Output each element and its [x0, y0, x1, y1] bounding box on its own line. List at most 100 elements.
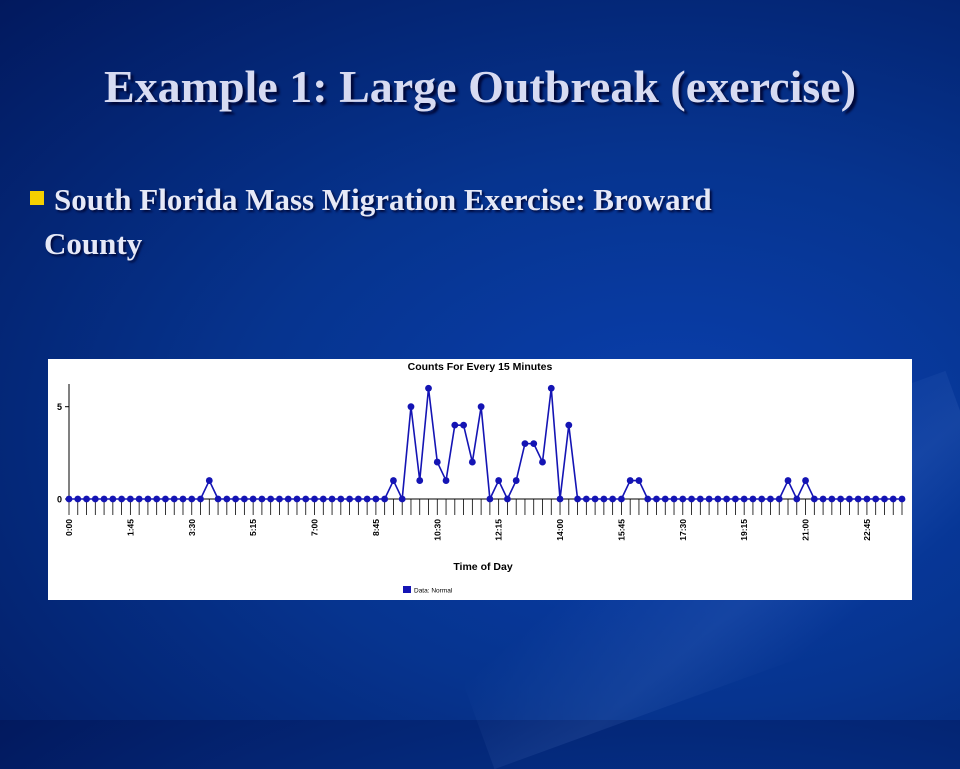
legend: Data: Normal	[403, 586, 453, 595]
data-point	[767, 495, 774, 503]
data-point	[618, 495, 625, 503]
data-point	[328, 495, 336, 503]
data-point	[898, 495, 906, 503]
bullet-square-icon	[30, 191, 44, 205]
data-point	[723, 495, 731, 503]
data-point	[863, 495, 871, 503]
legend-swatch	[403, 586, 411, 593]
x-tick-label: 1:45	[125, 519, 135, 536]
data-point	[197, 495, 204, 503]
data-point	[91, 495, 99, 503]
data-point	[135, 495, 143, 503]
data-point	[626, 477, 634, 484]
data-point	[749, 495, 757, 503]
data-point	[705, 495, 713, 503]
data-point	[144, 495, 152, 503]
data-point	[732, 495, 739, 503]
data-point	[881, 495, 888, 503]
data-point	[591, 495, 599, 503]
data-point	[661, 495, 669, 503]
data-point	[512, 477, 520, 484]
x-tick-label: 0:00	[64, 519, 74, 536]
y-tick-label: 5	[57, 402, 62, 412]
line-chart: Counts For Every 15 Minutes Time of Day …	[57, 361, 906, 595]
x-tick-label: 22:45	[862, 519, 872, 541]
data-point	[486, 495, 494, 503]
data-point	[670, 495, 678, 503]
data-point	[433, 458, 441, 466]
data-point	[793, 495, 801, 503]
data-point	[477, 403, 485, 411]
data-point	[407, 403, 415, 411]
data-point	[635, 477, 643, 484]
data-point	[319, 495, 327, 503]
data-point	[679, 495, 687, 503]
data-point	[600, 495, 608, 503]
data-point	[258, 495, 266, 503]
data-point	[425, 384, 432, 392]
y-tick-label: 0	[57, 495, 62, 505]
data-point	[223, 495, 231, 503]
data-point	[65, 495, 73, 503]
data-point	[276, 495, 283, 503]
data-point	[504, 495, 511, 503]
data-point	[354, 495, 362, 503]
data-point	[284, 495, 292, 503]
data-point	[390, 477, 397, 484]
data-point	[565, 421, 573, 429]
data-point	[451, 421, 459, 429]
data-point	[416, 477, 424, 484]
data-point	[83, 495, 90, 503]
data-point	[758, 495, 766, 503]
slide-title: Example 1: Large Outbreak (exercise)	[103, 61, 857, 112]
bullet-item: South Florida Mass Migration Exercise: B…	[30, 178, 890, 266]
data-point	[153, 495, 161, 503]
data-point	[381, 495, 389, 503]
chart-panel: Counts For Every 15 Minutes Time of Day …	[48, 359, 912, 600]
data-point	[495, 477, 503, 484]
x-tick-label: 8:45	[371, 519, 381, 536]
data-point	[346, 495, 353, 503]
bullet-text-line2: County	[44, 226, 143, 261]
data-point	[740, 495, 748, 503]
data-point	[249, 495, 257, 503]
data-point	[530, 440, 538, 448]
data-point	[372, 495, 380, 503]
data-point	[574, 495, 581, 503]
data-point	[170, 495, 178, 503]
data-point	[205, 477, 213, 484]
data-point	[609, 495, 617, 503]
data-point	[460, 421, 467, 429]
data-point	[644, 495, 652, 503]
x-tick-label: 7:00	[310, 519, 320, 536]
data-point	[214, 495, 222, 503]
x-tick-label: 5:15	[248, 519, 258, 536]
data-point	[714, 495, 722, 503]
data-point	[126, 495, 134, 503]
data-point	[311, 495, 318, 503]
bullet-text-line1: South Florida Mass Migration Exercise: B…	[54, 182, 712, 217]
data-point	[162, 495, 169, 503]
data-point	[539, 458, 546, 466]
series-line	[69, 387, 902, 500]
data-point	[889, 495, 897, 503]
data-point	[696, 495, 704, 503]
x-axis-label: Time of Day	[453, 561, 512, 573]
data-point	[337, 495, 345, 503]
data-point	[74, 495, 82, 503]
data-point	[521, 440, 529, 448]
x-tick-label: 21:00	[801, 519, 811, 541]
data-point	[240, 495, 248, 503]
data-point	[653, 495, 660, 503]
data-point	[802, 477, 809, 484]
data-point	[810, 495, 818, 503]
chart-title: Counts For Every 15 Minutes	[408, 361, 553, 373]
data-point	[188, 495, 196, 503]
data-point	[302, 495, 310, 503]
data-point	[872, 495, 880, 503]
data-point	[828, 495, 836, 503]
data-point	[784, 477, 792, 484]
x-tick-label: 15:45	[616, 519, 626, 541]
data-point	[118, 495, 126, 503]
data-point	[688, 495, 695, 503]
